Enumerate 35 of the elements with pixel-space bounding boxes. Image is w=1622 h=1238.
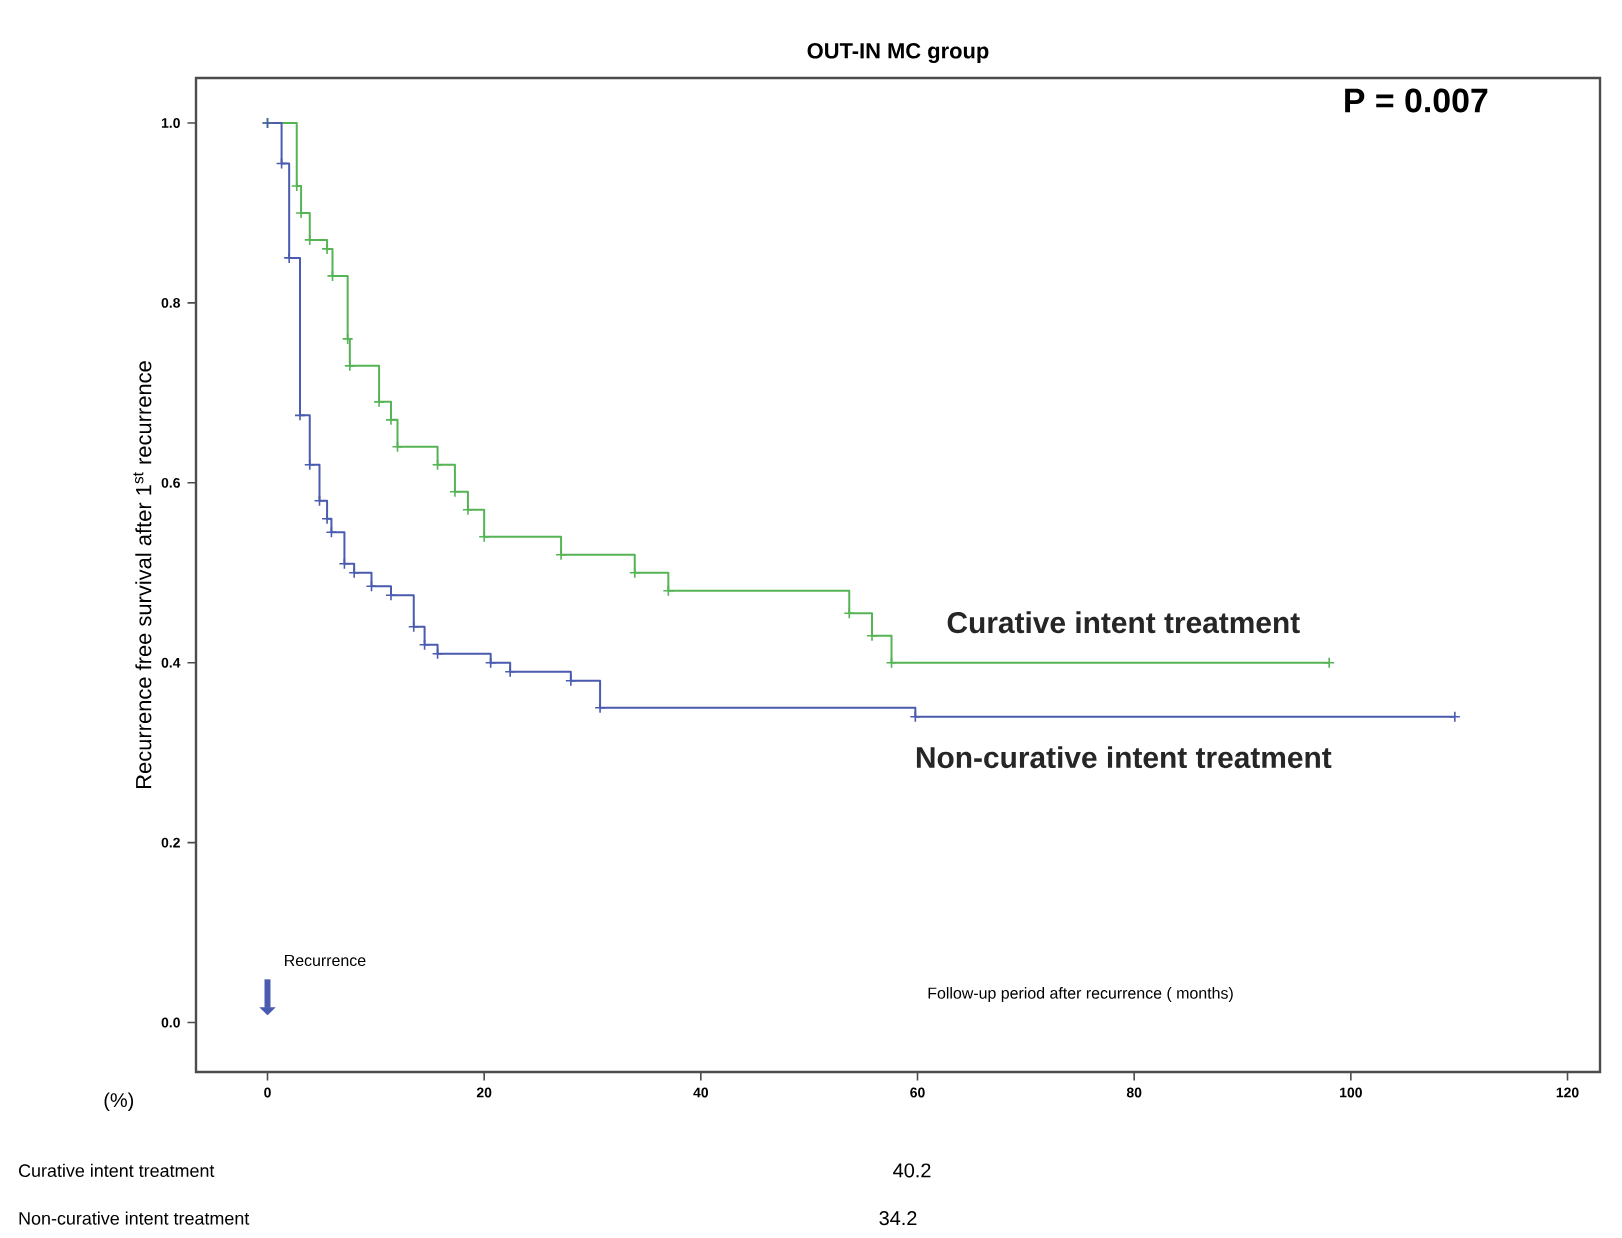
text: Non-curative intent treatment xyxy=(19,1211,250,1225)
point xyxy=(275,157,288,170)
point xyxy=(843,607,856,620)
chart-title: OUT-IN MC group xyxy=(807,43,989,64)
series-label: Curative intent treatment xyxy=(947,611,1300,634)
point xyxy=(909,710,922,723)
point xyxy=(373,396,385,408)
annotation: P = 0.007 xyxy=(1345,88,1488,113)
point xyxy=(628,566,641,579)
point xyxy=(504,665,516,678)
text: Curative intent treatment xyxy=(19,1163,215,1178)
text: 40.2 xyxy=(893,1163,931,1178)
text: 34.2 xyxy=(879,1211,917,1226)
point xyxy=(565,674,577,687)
point xyxy=(662,584,675,597)
point xyxy=(338,557,351,570)
point xyxy=(418,638,431,651)
point xyxy=(885,656,898,669)
point xyxy=(303,459,316,471)
point xyxy=(290,180,303,192)
point xyxy=(348,566,360,579)
point xyxy=(365,580,378,593)
point xyxy=(325,526,338,539)
point xyxy=(391,441,404,453)
point xyxy=(341,333,354,345)
text: (%) xyxy=(104,1092,134,1112)
point xyxy=(484,656,497,669)
point xyxy=(313,495,326,507)
point xyxy=(431,459,444,471)
point xyxy=(449,486,461,498)
y-axis-title: Recurrence free survival after 1$^{st}$ recurrence xyxy=(133,361,152,788)
point xyxy=(407,620,420,633)
point xyxy=(344,360,356,372)
series-label: Non-curative intent treatment xyxy=(916,746,1332,769)
point xyxy=(431,647,444,660)
